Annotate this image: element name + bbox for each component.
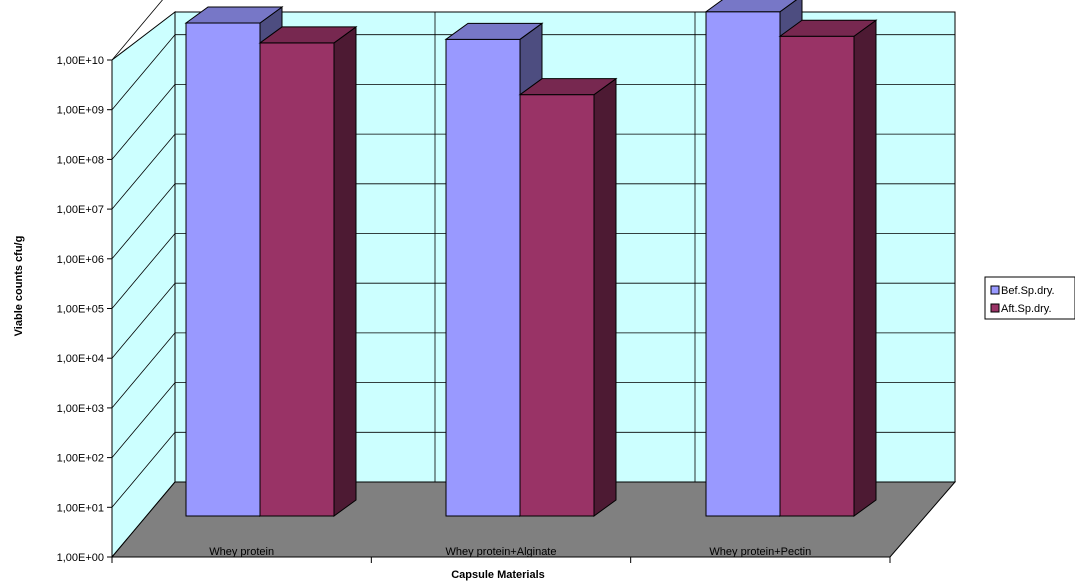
bar-top-1-0 — [258, 26, 358, 44]
y-tick-label: 1,00E+01 — [57, 502, 104, 514]
y-tick-label: 1,00E+09 — [57, 105, 104, 117]
y-tick-label: 1,00E+04 — [57, 353, 104, 365]
side-wall — [111, 10, 176, 559]
gridline-side — [111, 332, 176, 409]
gridline-side — [111, 382, 176, 458]
gridline-side — [111, 233, 176, 309]
bar-1-0 — [259, 42, 335, 517]
gridline-side — [111, 432, 176, 508]
gridline-side — [111, 84, 176, 160]
gridline-side — [111, 282, 176, 359]
y-tick-label: 1,00E+05 — [57, 304, 104, 316]
legend-label-series-0: Bef.Sp.dry. — [1001, 285, 1055, 297]
bar-top-0-1 — [444, 22, 544, 40]
bar-0-0 — [185, 22, 261, 517]
x-tick-label: Whey protein+Alginate — [446, 546, 557, 558]
x-axis-title: Capsule Materials — [451, 569, 545, 581]
y-tick-labels: 1,00E+00 1,00E+01 1,00E+02 1,00E+03 1,00E+04… — [57, 55, 112, 564]
legend-label-series-1: Aft.Sp.dry. — [1001, 303, 1052, 315]
x-tick-label: Whey protein+Pectin — [709, 546, 811, 558]
bar-side-1-2 — [853, 19, 877, 517]
y-tick-label: 1,00E+06 — [57, 254, 104, 266]
gridline-side — [111, 183, 176, 260]
bar-top-1-2 — [778, 19, 878, 37]
y-tick-label: 1,00E+03 — [57, 403, 104, 415]
legend-box — [984, 276, 1075, 320]
bar-side-1-0 — [333, 25, 357, 517]
bar-top-1-1 — [518, 78, 618, 96]
x-tick-label: Whey protein — [209, 546, 274, 558]
legend-swatch-series-0 — [990, 285, 1000, 295]
bar-1-2 — [779, 35, 855, 517]
y-tick-label: 1,00E+02 — [57, 453, 104, 465]
y-tick-label: 1,00E+00 — [57, 552, 104, 564]
bar-top-0-0 — [184, 6, 284, 24]
bar-0-1 — [445, 38, 521, 517]
y-tick-label: 1,00E+10 — [57, 55, 104, 67]
bar-1-1 — [519, 94, 595, 517]
legend: Bef.Sp.dry. Aft.Sp.dry. — [984, 276, 1075, 320]
gridline-side — [111, 34, 176, 110]
bar-0-2 — [705, 11, 781, 517]
y-tick-label: 1,00E+07 — [57, 204, 104, 216]
y-tick-label: 1,00E+08 — [57, 154, 104, 166]
x-tick-labels: Whey protein Whey protein+Alginate Whey pr… — [111, 546, 891, 563]
gridline-side — [111, 0, 163, 61]
bars — [184, 0, 878, 517]
y-axis-title: Viable counts cfu/g — [13, 236, 25, 337]
legend-swatch-series-1 — [990, 303, 1000, 313]
bar-side-1-1 — [593, 77, 617, 517]
gridline-side — [111, 133, 176, 210]
bar-top-0-2 — [704, 0, 797, 13]
